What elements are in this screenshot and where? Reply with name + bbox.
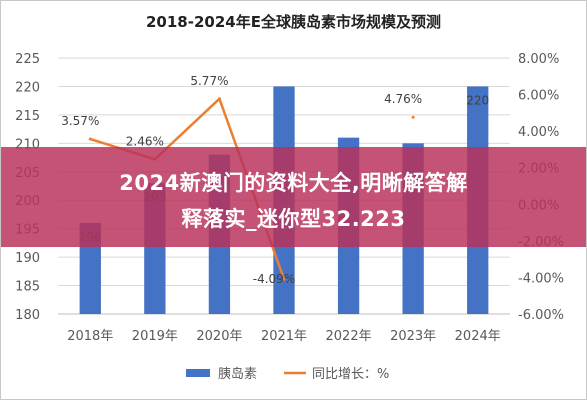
line-data-label: 2.46% — [126, 134, 164, 148]
legend-bar-swatch — [186, 369, 210, 377]
left-axis-tick-label: 225 — [15, 52, 40, 67]
chart-title: 2018-2024年E全球胰岛素市场规模及预测 — [146, 13, 441, 31]
right-axis-tick-label: -6.00% — [518, 308, 564, 323]
growth-point — [88, 137, 92, 141]
line-data-label: 3.57% — [61, 114, 99, 128]
right-axis-tick-label: -4.00% — [518, 271, 564, 286]
legend-line-label: 同比增长：% — [312, 367, 389, 382]
x-axis-tick-label: 2021年 — [261, 329, 307, 344]
overlay-banner: 2024新澳门的资料大全,明晰解答解 释落实_迷你型32.223 — [0, 147, 587, 247]
banner-line-1: 2024新澳门的资料大全,明晰解答解 — [119, 171, 468, 195]
line-data-label: 4.76% — [384, 92, 422, 106]
left-axis-tick-label: 220 — [15, 80, 40, 95]
x-axis-tick-label: 2023年 — [390, 329, 436, 344]
x-axis-tick-label: 2019年 — [132, 329, 178, 344]
right-axis-tick-label: 4.00% — [518, 125, 559, 140]
growth-point — [282, 277, 286, 281]
left-axis-tick-label: 190 — [15, 251, 40, 266]
legend-bar-label: 胰岛素 — [218, 366, 257, 382]
banner-line-2: 释落实_迷你型32.223 — [181, 207, 406, 231]
left-axis-tick-label: 180 — [15, 308, 40, 323]
right-axis-tick-label: 8.00% — [518, 52, 559, 67]
x-axis-tick-label: 2018年 — [67, 329, 113, 344]
growth-point — [411, 115, 415, 119]
bar-data-label: 220 — [466, 93, 489, 107]
line-data-label: 5.77% — [190, 74, 228, 88]
x-axis-tick-label: 2020年 — [196, 329, 242, 344]
x-axis-tick-label: 2024年 — [455, 329, 501, 344]
growth-point — [217, 97, 221, 101]
x-axis-tick-label: 2022年 — [326, 329, 372, 344]
right-axis-tick-label: 6.00% — [518, 89, 559, 104]
line-data-label: -4.09% — [253, 272, 295, 286]
left-axis-tick-label: 185 — [15, 280, 40, 295]
left-axis-tick-label: 215 — [15, 109, 40, 124]
